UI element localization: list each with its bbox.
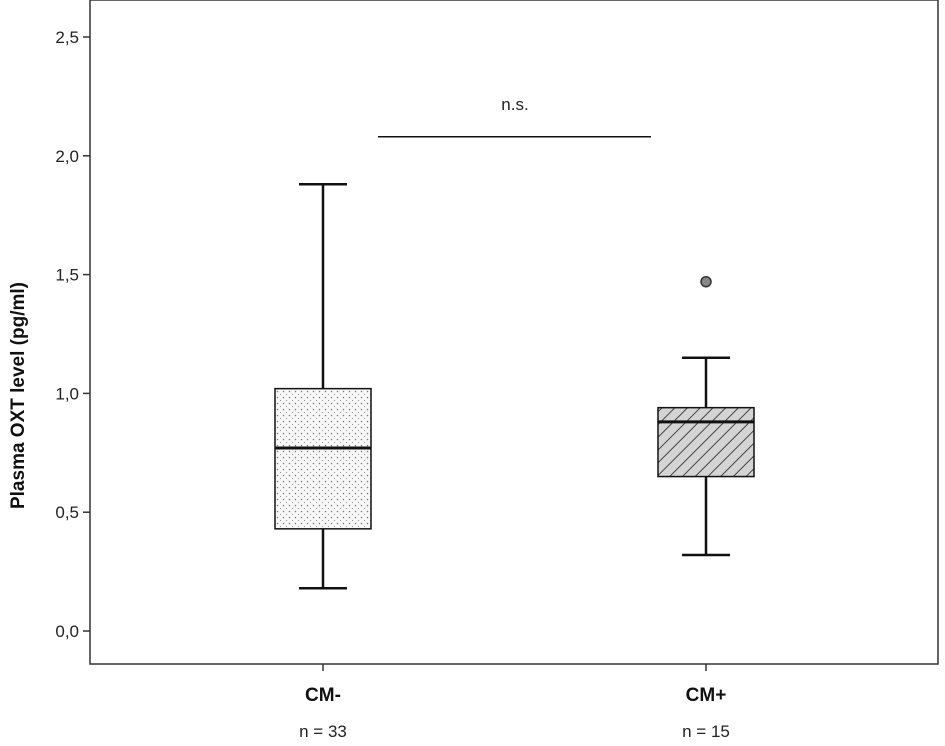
y-tick-label: 0,5 — [55, 503, 79, 522]
box-cm-plus — [657, 275, 755, 557]
sample-size-label: n = 15 — [682, 722, 730, 741]
y-tick-label: 2,0 — [55, 147, 79, 166]
interquartile-box — [657, 406, 755, 478]
interquartile-box — [274, 387, 372, 530]
significance-label: n.s. — [501, 95, 528, 114]
plot-area-frame — [89, 0, 939, 665]
x-category-label: CM+ — [686, 685, 727, 706]
y-tick-label: 1,5 — [55, 266, 79, 285]
y-tick-label: 1,0 — [55, 384, 79, 403]
box-cm-minus — [274, 183, 372, 590]
x-category-label: CM- — [305, 685, 341, 706]
y-axis-title: Plasma OXT level (pg/ml) — [8, 282, 29, 509]
x-axis: CM-n = 33 CM+ n = 15 — [299, 664, 730, 741]
significance-annotation: n.s. — [378, 95, 651, 138]
y-tick-label: 2,5 — [55, 28, 79, 47]
outlier-point — [700, 275, 712, 288]
box-series — [274, 183, 755, 590]
sample-size-label: n = 33 — [299, 722, 347, 741]
y-tick-label: 0,0 — [55, 622, 79, 641]
y-axis: 0,0 0,5 1,0 1,5 2,0 2,5 — [55, 28, 90, 641]
